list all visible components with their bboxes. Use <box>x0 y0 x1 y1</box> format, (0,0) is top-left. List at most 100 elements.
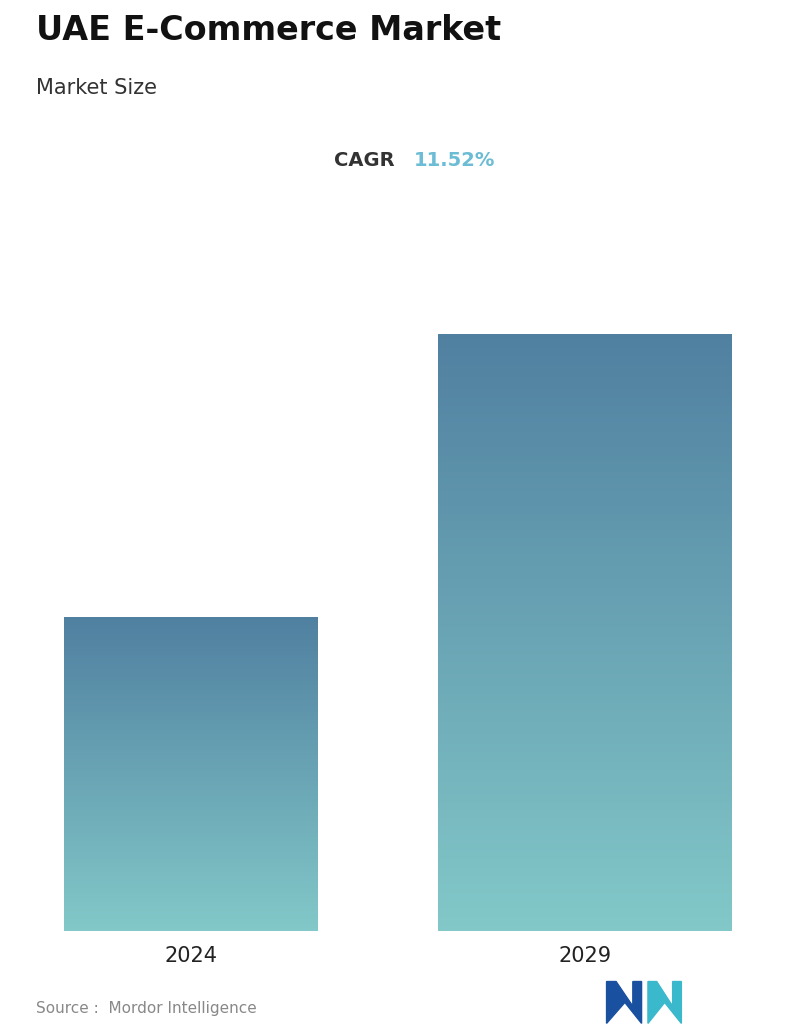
Bar <box>438 377 732 379</box>
Bar <box>438 852 732 855</box>
Bar <box>438 355 732 358</box>
Bar <box>438 900 732 903</box>
Bar <box>64 870 318 872</box>
Bar <box>438 746 732 748</box>
Bar <box>438 482 732 484</box>
Bar <box>64 810 318 811</box>
Bar <box>438 681 732 683</box>
Bar <box>64 900 318 901</box>
Bar <box>64 895 318 896</box>
Bar <box>438 796 732 798</box>
Bar <box>64 641 318 643</box>
Bar <box>64 635 318 636</box>
Bar <box>438 918 732 920</box>
Bar <box>438 547 732 549</box>
Bar <box>438 363 732 365</box>
Bar <box>64 725 318 727</box>
Bar <box>438 550 732 552</box>
Bar <box>64 632 318 634</box>
Bar <box>438 381 732 383</box>
Bar <box>64 822 318 823</box>
Bar <box>438 675 732 677</box>
Bar <box>438 679 732 682</box>
Bar <box>438 533 732 535</box>
Bar <box>64 917 318 919</box>
Bar <box>64 620 318 621</box>
Bar <box>438 449 732 451</box>
Bar <box>438 764 732 767</box>
Bar <box>438 884 732 886</box>
Bar <box>64 700 318 701</box>
Bar <box>64 658 318 660</box>
Bar <box>438 466 732 469</box>
Bar <box>438 559 732 561</box>
Bar <box>64 846 318 847</box>
Bar <box>64 902 318 904</box>
Bar <box>64 791 318 792</box>
Bar <box>64 838 318 840</box>
Bar <box>438 909 732 911</box>
Bar <box>438 742 732 744</box>
Bar <box>438 392 732 395</box>
Bar <box>64 660 318 661</box>
Bar <box>438 702 732 704</box>
Bar <box>438 851 732 853</box>
Bar <box>438 921 732 923</box>
Bar <box>64 874 318 875</box>
Bar <box>64 764 318 765</box>
Bar <box>64 707 318 708</box>
Bar <box>64 794 318 796</box>
Bar <box>64 677 318 679</box>
Bar <box>438 515 732 517</box>
Bar <box>64 887 318 889</box>
Bar <box>64 729 318 730</box>
Bar <box>64 889 318 890</box>
Bar <box>64 850 318 852</box>
Bar <box>64 696 318 698</box>
Bar <box>438 368 732 371</box>
Bar <box>438 510 732 512</box>
Bar <box>438 777 732 779</box>
Bar <box>438 716 732 718</box>
Bar <box>438 374 732 376</box>
Bar <box>438 464 732 466</box>
Bar <box>438 682 732 685</box>
Bar <box>64 618 318 620</box>
Bar <box>438 351 732 353</box>
Bar <box>438 530 732 534</box>
Bar <box>64 746 318 747</box>
Bar <box>438 519 732 521</box>
Bar <box>438 898 732 900</box>
Bar <box>64 705 318 707</box>
Bar <box>438 452 732 454</box>
Bar <box>64 862 318 864</box>
Bar <box>438 412 732 414</box>
Bar <box>64 625 318 626</box>
Bar <box>64 849 318 851</box>
Bar <box>64 903 318 904</box>
Bar <box>438 879 732 881</box>
Bar <box>438 476 732 478</box>
Bar <box>64 848 318 849</box>
Bar <box>64 892 318 893</box>
Bar <box>438 513 732 515</box>
Bar <box>64 859 318 861</box>
Bar <box>438 827 732 829</box>
Bar <box>438 577 732 579</box>
Bar <box>64 628 318 629</box>
Bar <box>438 688 732 690</box>
Bar <box>64 657 318 658</box>
Bar <box>438 767 732 769</box>
Bar <box>64 922 318 923</box>
Bar <box>64 884 318 885</box>
Bar <box>438 346 732 348</box>
Bar <box>64 840 318 841</box>
Bar <box>64 796 318 797</box>
Bar <box>438 723 732 725</box>
Bar <box>64 728 318 730</box>
Bar <box>438 781 732 783</box>
Bar <box>438 797 732 799</box>
Bar <box>438 703 732 706</box>
Bar <box>64 858 318 859</box>
Bar <box>438 759 732 761</box>
